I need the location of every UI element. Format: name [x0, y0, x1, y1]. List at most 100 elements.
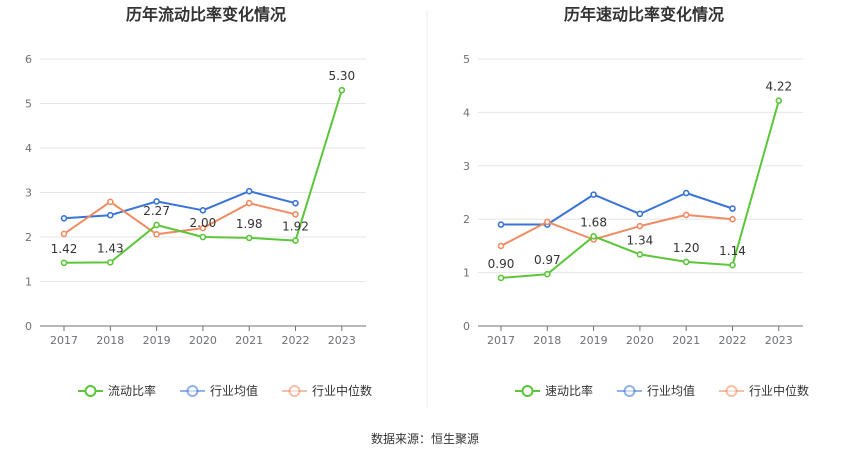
industry-mean-point-2017: [60, 215, 68, 222]
x-tick-label-2021: 2021: [672, 334, 700, 347]
data-label-2020: 2.00: [190, 216, 217, 230]
data-label-2023: 4.22: [765, 80, 792, 94]
industry-median-point-2017: [497, 242, 505, 250]
x-tick-label-2023: 2023: [765, 334, 793, 347]
industry-median-point-2020: [636, 222, 644, 230]
y-tick-label-5: 5: [463, 53, 470, 66]
source-label: 数据来源：恒生聚源: [371, 431, 479, 446]
industry-mean-point-2017: [497, 221, 505, 228]
industry-mean-point-2022: [292, 199, 299, 207]
data-label-2019: 2.27: [143, 204, 170, 218]
x-tick-label-2020: 2020: [189, 334, 217, 347]
x-tick-label-2017: 2017: [50, 334, 78, 347]
x-tick-label-2022: 2022: [719, 334, 747, 347]
legend-industry-median: 行业中位数: [719, 383, 809, 398]
data-label-2018: 0.97: [534, 253, 561, 267]
x-tick-label-2023: 2023: [328, 334, 356, 347]
y-tick-label-0: 0: [25, 320, 32, 333]
data-label-2017: 0.90: [488, 257, 515, 271]
industry-mean-series-line: [501, 192, 733, 226]
industry-median-point-2018: [107, 198, 114, 206]
industry-mean-series-line: [63, 190, 296, 220]
industry-median-point-2021: [682, 211, 690, 219]
industry-median-point-2021: [245, 199, 253, 207]
legend-industry-median: 行业中位数: [282, 383, 372, 398]
x-tick-label-2020: 2020: [626, 334, 654, 347]
y-tick-label-3: 3: [463, 160, 470, 173]
industry-median-point-2020: [199, 224, 207, 232]
data-label-2018: 1.43: [97, 241, 124, 255]
legend-quick-ratio-marker: [521, 385, 534, 397]
data-label-2023: 5.30: [328, 69, 355, 83]
x-tick-label-2017: 2017: [487, 334, 515, 347]
y-tick-label-5: 5: [25, 98, 32, 111]
data-label-2019: 1.68: [580, 215, 607, 229]
industry-mean-point-2021: [245, 187, 253, 195]
x-tick-label-2021: 2021: [235, 334, 263, 347]
data-label-2022: 1.92: [282, 220, 309, 234]
legend-industry-mean-marker: [186, 385, 199, 397]
industry-median-point-2019: [153, 231, 160, 238]
industry-mean-point-2019: [153, 198, 160, 205]
current-ratio-chart: 历年流动比率变化情况 0 1 2 3 4 5 6 2017 2018 2019 2020 2021 202…: [25, 5, 372, 398]
industry-median-point-2017: [60, 230, 68, 238]
industry-mean-point-2021: [682, 189, 690, 197]
industry-mean-point-2020: [199, 207, 207, 214]
y-tick-label-1: 1: [25, 276, 32, 289]
x-tick-label-2018: 2018: [533, 334, 561, 347]
data-label-2022: 1.14: [719, 244, 746, 258]
x-tick-label-2019: 2019: [580, 334, 608, 347]
y-tick-label-2: 2: [463, 213, 470, 226]
ratio-point-2018: [543, 270, 551, 278]
industry-mean-point-2018: [107, 211, 114, 219]
legend-industry-median-marker: [288, 385, 301, 397]
legend-industry-median-label: 行业中位数: [749, 383, 809, 398]
legend-industry-mean: 行业均值: [617, 383, 695, 398]
y-tick-label-6: 6: [25, 53, 32, 66]
legend-current-ratio-marker: [84, 385, 97, 397]
x-tick-label-2018: 2018: [96, 334, 124, 347]
ratio-point-2019: [153, 221, 160, 229]
chart-title: 历年流动比率变化情况: [126, 5, 286, 24]
y-tick-label-1: 1: [463, 267, 470, 280]
data-label-2021: 1.98: [236, 217, 263, 231]
ratio-point-2023: [338, 86, 346, 94]
ratio-point-2021: [245, 234, 253, 242]
ratio-point-2020: [199, 233, 207, 241]
industry-median-series-line: [500, 213, 733, 247]
legend-industry-mean-marker: [623, 385, 636, 397]
ratio-point-2022: [292, 237, 299, 244]
ratio-point-2019: [590, 232, 597, 240]
data-label-2021: 1.20: [673, 241, 700, 255]
legend-industry-median-label: 行业中位数: [312, 383, 372, 398]
industry-median-point-2022: [729, 215, 736, 223]
y-tick-label-4: 4: [463, 106, 470, 119]
legend-current-ratio: 流动比率: [78, 383, 156, 398]
ratio-point-2017: [497, 274, 505, 282]
industry-median-point-2022: [292, 211, 299, 218]
chart-title: 历年速动比率变化情况: [564, 5, 724, 24]
legend-industry-mean: 行业均值: [180, 383, 258, 398]
legend-industry-mean-label: 行业均值: [210, 383, 258, 398]
y-tick-label-0: 0: [463, 320, 470, 333]
quick-ratio-chart: 历年速动比率变化情况 0 1 2 3 4 5 2017 2018 2019 2020 2021 2022…: [463, 5, 809, 398]
industry-median-point-2018: [543, 218, 551, 226]
industry-mean-point-2020: [636, 210, 644, 218]
x-tick-label-2019: 2019: [143, 334, 171, 347]
y-tick-label-3: 3: [25, 187, 32, 200]
legend-quick-ratio-label: 速动比率: [545, 383, 593, 398]
industry-mean-point-2022: [729, 205, 736, 212]
ratio-point-2021: [682, 258, 690, 266]
ratio-point-2017: [60, 259, 68, 267]
ratio-point-2020: [636, 251, 644, 258]
ratio-point-2022: [729, 261, 736, 269]
ratio-point-2023: [775, 97, 783, 104]
legend-current-ratio-label: 流动比率: [108, 383, 156, 398]
industry-mean-point-2019: [590, 191, 597, 198]
legend-quick-ratio: 速动比率: [515, 383, 593, 398]
ratio-point-2018: [107, 259, 114, 266]
x-tick-label-2022: 2022: [282, 334, 310, 347]
data-label-2020: 1.34: [627, 233, 654, 247]
y-tick-label-4: 4: [25, 142, 32, 155]
